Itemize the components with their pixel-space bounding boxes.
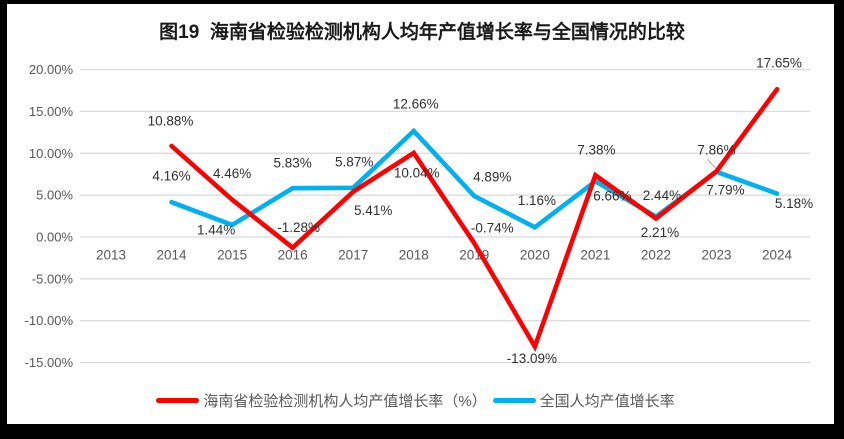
data-label-hainan: 7.86% [697, 143, 735, 158]
x-axis-tick-label: 2014 [157, 248, 188, 263]
data-label-hainan: 7.38% [577, 143, 615, 158]
data-label-national: 5.87% [335, 154, 373, 169]
legend-label-hainan: 海南省检验检测机构人均产值增长率（%） [203, 393, 487, 410]
chart-legend: 海南省检验检测机构人均产值增长率（%） 全国人均产值增长率 [0, 390, 844, 411]
legend-item-national: 全国人均产值增长率 [492, 390, 675, 411]
data-label-national: 2.44% [643, 188, 681, 203]
data-label-hainan: 17.65% [756, 56, 802, 71]
y-axis-tick-label: -15.00% [25, 355, 74, 370]
series-line-hainan [169, 86, 780, 353]
x-axis-tick-label: 2022 [641, 248, 671, 263]
data-label-national: 6.66% [593, 189, 631, 204]
data-label-hainan: -13.09% [507, 351, 557, 366]
data-label-hainan: 5.41% [354, 203, 392, 218]
data-label-national: 5.83% [274, 156, 312, 171]
y-axis-tick-label: 10.00% [29, 146, 74, 161]
data-label-hainan: 10.88% [148, 113, 194, 128]
legend-line-swatch-hainan [156, 398, 200, 403]
chart-canvas [7, 4, 834, 424]
x-axis-tick-label: 2021 [580, 248, 610, 263]
x-axis-tick-label: 2024 [762, 248, 793, 263]
x-axis-tick-label: 2015 [217, 248, 247, 263]
data-label-national: 4.89% [473, 170, 511, 185]
data-label-national: 7.79% [706, 182, 744, 197]
x-axis-tick-label: 2018 [399, 248, 429, 263]
x-axis-tick-label: 2016 [278, 248, 308, 263]
legend-label-national: 全国人均产值增长率 [539, 393, 675, 410]
data-label-national: 1.16% [518, 193, 556, 208]
x-axis-tick-label: 2017 [338, 248, 368, 263]
data-label-national: 5.18% [775, 196, 813, 211]
legend-item-hainan: 海南省检验检测机构人均产值增长率（%） [156, 390, 487, 411]
y-axis-tick-label: -10.00% [25, 313, 74, 328]
data-label-national: 4.16% [152, 169, 190, 184]
chart-title: 图19 海南省检验检测机构人均年产值增长率与全国情况的比较 [159, 22, 685, 43]
data-label-national: 12.66% [393, 97, 439, 112]
data-label-national: 1.44% [197, 222, 235, 237]
data-label-hainan: 10.04% [394, 165, 440, 180]
y-axis-tick-label: -5.00% [32, 271, 74, 286]
legend-line-swatch-national [492, 398, 536, 403]
x-axis-tick-label: 2023 [701, 248, 731, 263]
data-label-hainan: -0.74% [471, 221, 514, 236]
data-label-hainan: 2.21% [641, 225, 679, 240]
y-axis-tick-label: 15.00% [29, 104, 74, 119]
x-axis-tick-label: 2020 [520, 248, 550, 263]
label-leader-line [707, 158, 716, 169]
data-label-hainan: 4.46% [213, 166, 251, 181]
data-label-hainan: -1.28% [277, 220, 320, 235]
x-axis-tick-label: 2013 [96, 248, 126, 263]
y-axis-tick-label: 20.00% [29, 62, 74, 77]
y-axis-tick-label: 5.00% [36, 188, 73, 203]
y-axis-tick-label: 0.00% [36, 230, 73, 245]
